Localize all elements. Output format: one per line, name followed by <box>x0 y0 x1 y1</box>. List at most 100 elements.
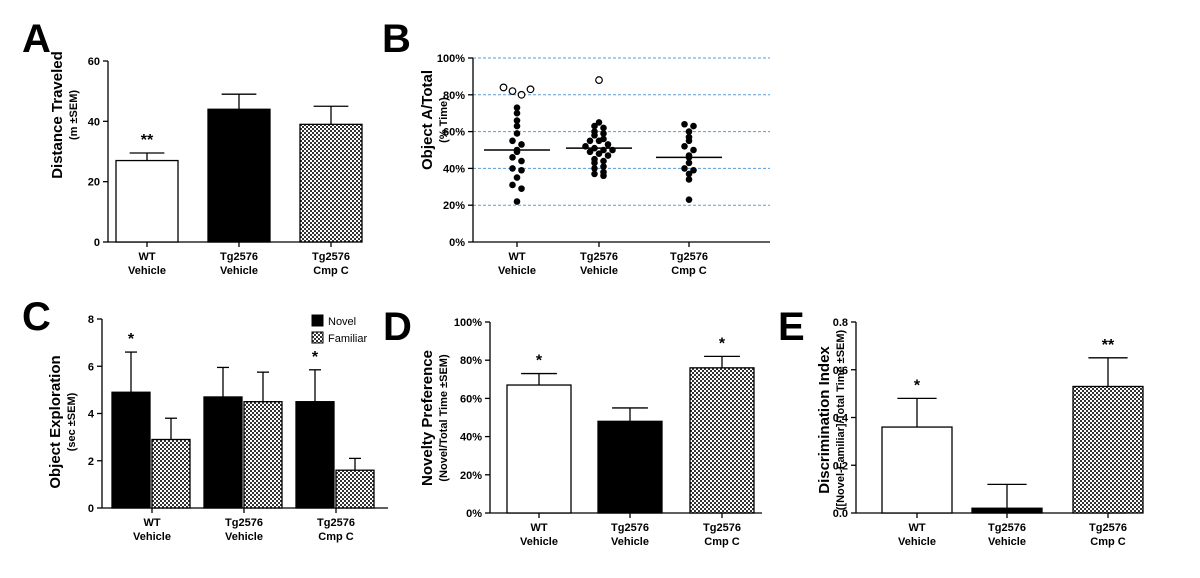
y-tick-label: 40% <box>443 163 465 175</box>
x-tick-label: WT <box>530 522 547 534</box>
bar <box>299 123 363 243</box>
outlier-point <box>517 90 526 99</box>
data-point <box>685 154 693 161</box>
legend-label: Novel <box>328 316 356 328</box>
x-tick-label: Vehicle <box>498 265 536 277</box>
data-point <box>690 166 697 174</box>
panel-letter-a: A <box>22 17 51 61</box>
data-point <box>509 154 516 161</box>
data-point <box>685 137 693 145</box>
x-tick-label: Tg2576 <box>988 522 1026 534</box>
x-tick-label: WT <box>908 522 925 534</box>
y-axis-subtitle: (Novel/Total Time ±SEM) <box>438 354 450 482</box>
x-tick-label: Vehicle <box>580 265 618 277</box>
y-tick-label: 100% <box>437 53 465 65</box>
y-tick-label: 0.8 <box>833 317 848 329</box>
y-tick-label: 60% <box>443 127 465 139</box>
data-point <box>591 122 598 130</box>
x-tick-label: Cmp C <box>704 536 740 548</box>
data-point <box>591 170 598 178</box>
x-tick-label: Tg2576 <box>220 251 258 263</box>
legend-swatch <box>311 331 324 344</box>
y-axis-title: Object Exploration <box>47 355 64 488</box>
data-point <box>513 109 521 117</box>
data-point <box>518 157 525 165</box>
data-point <box>513 198 521 205</box>
data-point <box>509 137 516 145</box>
data-point <box>513 117 521 124</box>
data-point <box>681 143 688 150</box>
y-axis-title: Novelty Preference <box>419 350 436 486</box>
data-point <box>518 185 525 192</box>
outlier-point <box>508 87 517 96</box>
y-tick-label: 20% <box>460 470 482 482</box>
significance-marker: * <box>719 335 726 352</box>
x-tick-label: Vehicle <box>128 265 166 277</box>
legend-swatch <box>311 314 324 327</box>
legend-label: Familiar <box>328 333 367 345</box>
data-point <box>513 148 521 156</box>
data-point <box>513 122 521 130</box>
x-tick-label: WT <box>143 517 160 529</box>
bar <box>1072 385 1144 514</box>
data-point <box>685 128 693 135</box>
data-point <box>591 144 598 152</box>
y-tick-label: 6 <box>88 361 94 373</box>
y-axis-label: Object A/Total (% Time) <box>419 70 450 170</box>
y-tick-label: 0 <box>88 503 94 515</box>
y-tick-label: 60% <box>460 393 482 405</box>
x-tick-label: Cmp C <box>313 265 349 277</box>
significance-marker: * <box>536 353 543 370</box>
data-point <box>681 165 688 172</box>
panel-e: E Discrimination Index ([Novel-Familiar]/T… <box>778 305 1144 548</box>
data-point <box>690 122 697 130</box>
x-tick-label: Cmp C <box>1090 536 1126 548</box>
significance-marker: ** <box>141 132 154 149</box>
data-point <box>685 159 693 167</box>
x-tick-label: Vehicle <box>225 531 263 543</box>
x-tick-label: WT <box>138 251 155 263</box>
x-tick-label: Tg2576 <box>580 251 618 263</box>
bar <box>203 396 243 509</box>
data-point <box>681 120 688 128</box>
data-point <box>586 148 594 156</box>
y-axis-title: Distance Traveled <box>49 51 66 179</box>
data-point <box>513 130 521 137</box>
data-point <box>518 166 525 174</box>
x-tick-label: Tg2576 <box>670 251 708 263</box>
x-tick-label: Cmp C <box>671 265 707 277</box>
bar <box>971 507 1043 514</box>
x-tick-label: Vehicle <box>220 265 258 277</box>
bar <box>597 420 663 514</box>
data-point <box>518 141 525 148</box>
data-point <box>690 146 697 154</box>
x-tick-label: Vehicle <box>133 531 171 543</box>
y-tick-label: 4 <box>88 409 95 421</box>
panel-letter-c: C <box>22 295 51 339</box>
data-point <box>604 141 612 148</box>
y-tick-label: 100% <box>454 317 482 329</box>
y-tick-label: 80% <box>443 90 465 102</box>
data-point <box>595 119 603 126</box>
bar <box>243 401 283 509</box>
data-point <box>513 174 521 181</box>
y-axis-label: Distance Traveled (m ±SEM) <box>49 51 80 179</box>
y-tick-label: 80% <box>460 355 482 367</box>
significance-marker: ** <box>1102 337 1115 354</box>
x-tick-label: Tg2576 <box>312 251 350 263</box>
y-tick-label: 60 <box>88 56 100 68</box>
data-point <box>609 146 616 154</box>
y-axis-label: Discrimination Index ([Novel-Familiar]/To… <box>816 329 847 510</box>
bar <box>881 426 953 514</box>
y-tick-label: 0.4 <box>833 413 849 425</box>
y-tick-label: 0.6 <box>833 365 848 377</box>
y-axis-subtitle: ([Novel-Familiar]/Total Time ±SEM) <box>835 329 847 510</box>
significance-marker: * <box>128 331 135 348</box>
data-point <box>600 146 607 154</box>
outlier-point <box>499 83 508 92</box>
data-point <box>582 143 589 150</box>
y-axis-label: Novelty Preference (Novel/Total Time ±SEM… <box>419 350 450 486</box>
